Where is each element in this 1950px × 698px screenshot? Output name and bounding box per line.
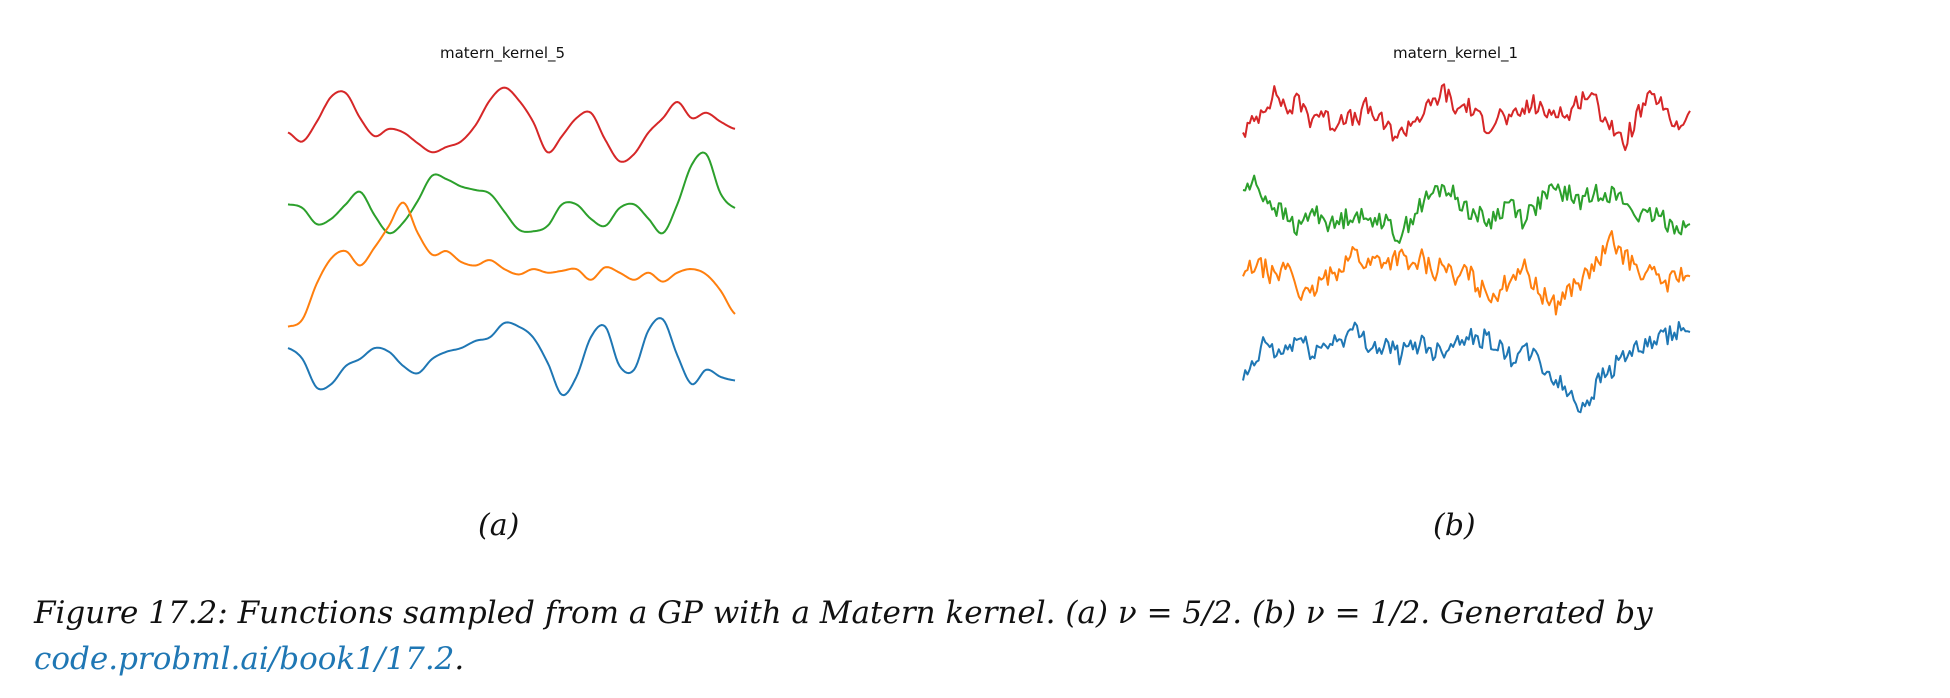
panel-b: matern_kernel_1 (b) [975, 0, 1950, 560]
chart-title: matern_kernel_5 [440, 44, 566, 62]
figure-caption: Figure 17.2: Functions sampled from a GP… [34, 590, 1929, 682]
series-line [287, 151, 736, 235]
series-line [1242, 321, 1691, 414]
panel-label: (b) [1433, 508, 1476, 543]
series-line [287, 86, 736, 163]
caption-text: Figure 17.2: Functions sampled from a GP… [34, 595, 1653, 631]
plot-area [1242, 83, 1691, 414]
series-line [287, 317, 736, 397]
chart-title: matern_kernel_1 [1393, 44, 1519, 62]
caption-end: . [454, 641, 465, 677]
caption-link[interactable]: code.probml.ai/book1/17.2 [34, 641, 455, 677]
panel-a: matern_kernel_5 (a) [0, 0, 975, 560]
series-line [287, 201, 736, 328]
plot-area [287, 86, 736, 397]
panel-label: (a) [478, 508, 520, 543]
series-line [1242, 174, 1691, 244]
series-line [1242, 83, 1691, 152]
series-line [1242, 230, 1691, 316]
